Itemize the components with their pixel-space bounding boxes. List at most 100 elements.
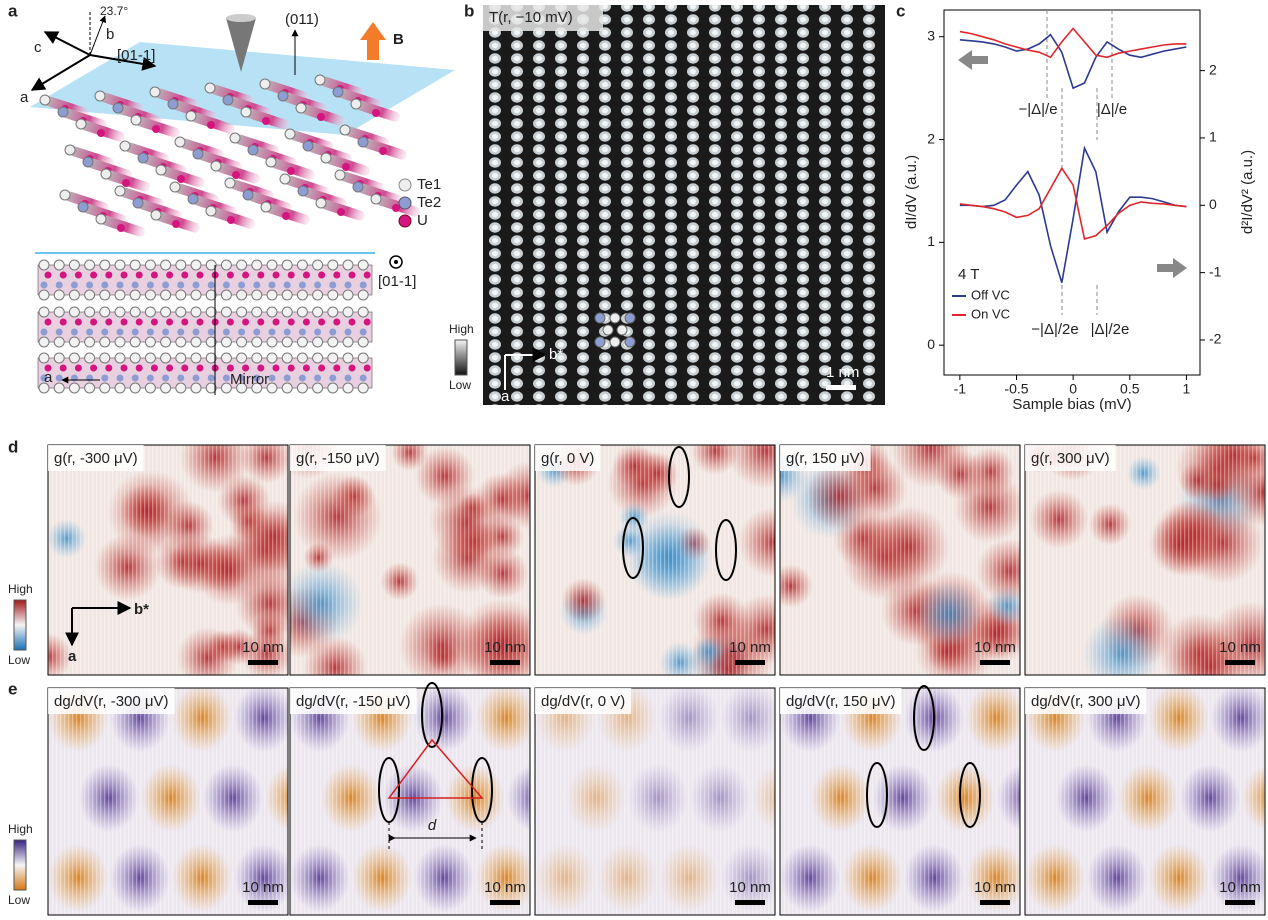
atom-overlay	[610, 337, 620, 347]
atom	[191, 353, 201, 363]
atom	[176, 337, 186, 347]
atom	[299, 282, 306, 289]
atom	[297, 290, 307, 300]
atom	[328, 307, 338, 317]
atom	[138, 153, 148, 163]
atom	[343, 307, 353, 317]
atom	[351, 99, 361, 109]
atom	[191, 260, 201, 270]
panel-d: d g(r, -300 μV)10 nmg(r, -150 μV)10 nmg(…	[8, 409, 1268, 702]
atom-overlay	[625, 313, 635, 323]
atom	[282, 260, 292, 270]
atom	[39, 337, 49, 347]
atom	[242, 272, 249, 279]
map: dg/dV(r, -150 μV)10 nm	[290, 684, 567, 915]
atom	[316, 198, 326, 208]
atom	[161, 337, 171, 347]
atom	[130, 353, 140, 363]
scale-label: 10 nm	[1219, 879, 1261, 896]
atom	[147, 375, 154, 382]
atom	[115, 337, 125, 347]
axis-arrow	[45, 32, 90, 55]
atom	[343, 260, 353, 270]
atom	[379, 147, 387, 155]
atom	[333, 87, 343, 97]
axis-label: a	[44, 369, 53, 386]
atom	[303, 141, 313, 151]
scale-bar	[248, 900, 278, 905]
atom	[329, 329, 336, 336]
atom	[117, 224, 125, 232]
crystal	[40, 75, 421, 238]
atom	[343, 290, 353, 300]
atom	[54, 260, 64, 270]
atom	[151, 319, 158, 326]
axis-label: a	[20, 89, 29, 106]
x-tick-label: 0.5	[1120, 381, 1140, 397]
atom	[145, 307, 155, 317]
atom	[287, 167, 295, 175]
atom	[161, 290, 171, 300]
atom	[243, 190, 253, 200]
atom	[252, 337, 262, 347]
atom	[176, 383, 186, 393]
atom	[186, 111, 196, 121]
atom	[161, 260, 171, 270]
atom	[221, 353, 231, 363]
atom	[147, 282, 154, 289]
panel-a: a 23.7° b c [01-1] a (011) B Te1 Te2 U M…	[8, 1, 455, 395]
atom	[101, 282, 108, 289]
atom	[162, 282, 169, 289]
annotation: −|Δ|/2e	[1031, 321, 1078, 338]
atom	[69, 260, 79, 270]
atom-overlay	[610, 313, 620, 323]
scale-label: 10 nm	[484, 879, 526, 896]
atom	[282, 383, 292, 393]
atom	[60, 272, 67, 279]
atom	[83, 157, 93, 167]
map: g(r, -150 μV)10 nm	[267, 412, 564, 700]
atom	[130, 260, 140, 270]
map: g(r, 150 μV)10 nm	[753, 409, 1041, 688]
panel-letter: e	[8, 679, 17, 698]
atom	[69, 307, 79, 317]
mirror-label: Mirror	[230, 371, 269, 388]
y-axis-label: dI/dV (a.u.)	[903, 155, 920, 229]
atom	[241, 107, 251, 117]
map-title: dg/dV(r, 0 V)	[541, 693, 625, 710]
atom	[115, 186, 125, 196]
atom	[181, 272, 188, 279]
atom	[313, 353, 323, 363]
y2-tick-label: 2	[1209, 61, 1217, 77]
atom	[364, 319, 371, 326]
y2-tick-label: -1	[1209, 263, 1222, 279]
series-line	[960, 168, 1187, 239]
atom	[95, 91, 105, 101]
colorbar-label: Low	[449, 378, 471, 392]
atom	[266, 157, 276, 167]
panel-letter: c	[896, 1, 905, 20]
tip	[226, 14, 256, 22]
atom	[227, 216, 235, 224]
angle-label: 23.7°	[100, 4, 128, 18]
axis-label: b*	[549, 346, 563, 363]
atom	[101, 329, 108, 336]
atom	[136, 319, 143, 326]
atom	[303, 319, 310, 326]
direction-label: [01-1]	[117, 47, 155, 64]
colorbar-label: High	[8, 822, 33, 836]
atom	[168, 99, 178, 109]
atom	[262, 117, 270, 125]
atom	[237, 307, 247, 317]
atom	[60, 190, 70, 200]
atom	[314, 375, 321, 382]
atom	[225, 178, 235, 188]
legend-label: On VC	[971, 306, 1010, 321]
atom	[105, 272, 112, 279]
atom	[151, 272, 158, 279]
atom	[170, 182, 180, 192]
atom	[162, 375, 169, 382]
atom	[353, 182, 363, 192]
atom	[267, 353, 277, 363]
atom	[227, 272, 234, 279]
